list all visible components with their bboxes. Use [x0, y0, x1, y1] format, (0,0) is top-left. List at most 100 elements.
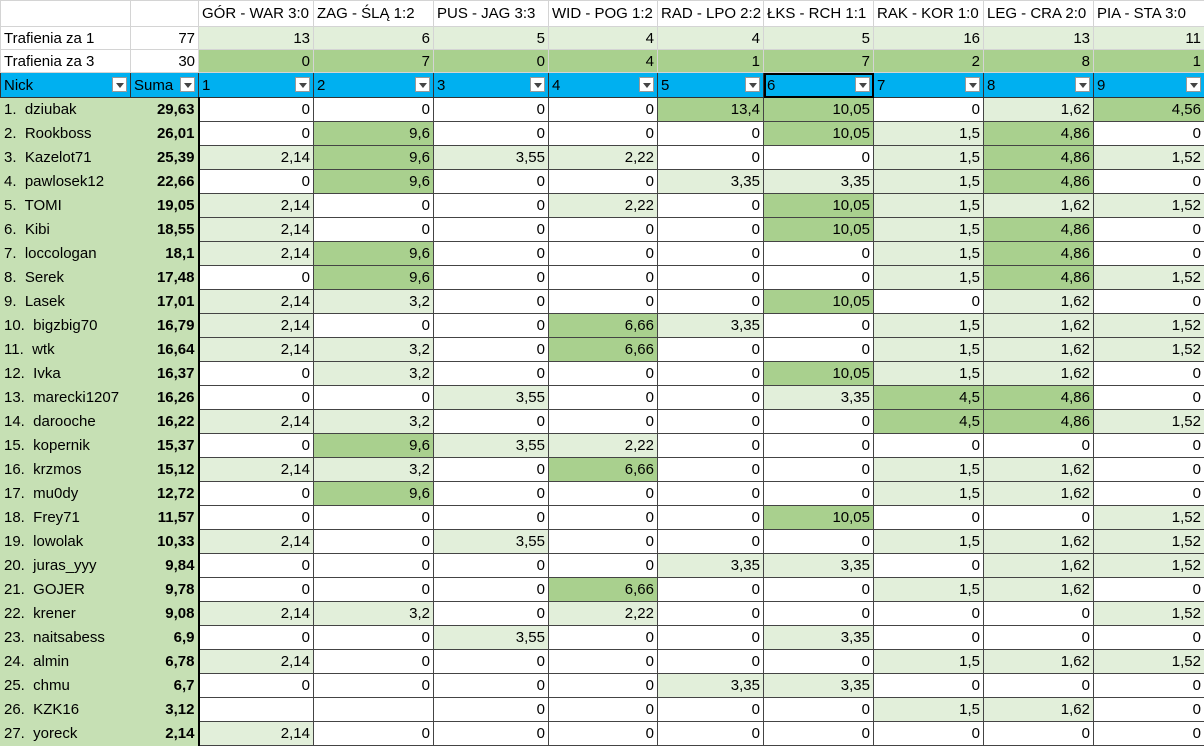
score-cell[interactable]: 0	[434, 410, 549, 434]
suma[interactable]: 22,66	[131, 170, 199, 194]
score-cell[interactable]: 0	[199, 386, 314, 410]
score-cell[interactable]: 0	[764, 434, 874, 458]
summary-value[interactable]: 5	[764, 27, 874, 50]
suma[interactable]: 26,01	[131, 122, 199, 146]
score-cell[interactable]: 0	[549, 626, 658, 650]
score-cell[interactable]: 0	[874, 554, 984, 578]
header-nick[interactable]: Nick	[1, 73, 131, 98]
score-cell[interactable]: 0	[314, 386, 434, 410]
score-cell[interactable]: 2,14	[199, 146, 314, 170]
score-cell[interactable]: 0	[549, 698, 658, 722]
score-cell[interactable]: 1,5	[874, 242, 984, 266]
score-cell[interactable]: 0	[764, 266, 874, 290]
score-cell[interactable]: 3,2	[314, 362, 434, 386]
summary-value[interactable]: 4	[549, 27, 658, 50]
score-cell[interactable]: 0	[764, 722, 874, 746]
filter-button[interactable]	[295, 77, 310, 92]
summary-value[interactable]: 11	[1094, 27, 1204, 50]
score-cell[interactable]: 3,2	[314, 458, 434, 482]
nick[interactable]: 11. wtk	[1, 338, 131, 362]
nick[interactable]: 27. yoreck	[1, 722, 131, 746]
score-cell[interactable]: 0	[549, 650, 658, 674]
score-cell[interactable]: 2,14	[199, 410, 314, 434]
score-cell[interactable]: 0	[1094, 170, 1204, 194]
score-cell[interactable]: 0	[658, 290, 764, 314]
score-cell[interactable]: 0	[434, 578, 549, 602]
score-cell[interactable]: 9,6	[314, 242, 434, 266]
filter-button[interactable]	[1075, 77, 1090, 92]
score-cell[interactable]: 3,2	[314, 410, 434, 434]
summary-label[interactable]: Trafienia za 3	[1, 50, 131, 73]
score-cell[interactable]: 0	[1094, 122, 1204, 146]
score-cell[interactable]: 0	[874, 722, 984, 746]
score-cell[interactable]: 0	[314, 722, 434, 746]
score-cell[interactable]: 0	[199, 266, 314, 290]
score-cell[interactable]: 0	[764, 482, 874, 506]
score-cell[interactable]: 4,86	[984, 266, 1094, 290]
score-cell[interactable]: 0	[434, 290, 549, 314]
score-cell[interactable]: 0	[314, 650, 434, 674]
score-cell[interactable]: 1,5	[874, 698, 984, 722]
score-cell[interactable]: 10,05	[764, 218, 874, 242]
empty-cell[interactable]	[1, 1, 131, 27]
score-cell[interactable]: 1,62	[984, 338, 1094, 362]
header-column[interactable]: 8	[984, 73, 1094, 98]
score-cell[interactable]: 3,35	[658, 314, 764, 338]
match-label[interactable]: PIA - STA 3:0	[1094, 1, 1204, 27]
suma[interactable]: 6,9	[131, 626, 199, 650]
suma[interactable]: 17,48	[131, 266, 199, 290]
score-cell[interactable]: 0	[199, 578, 314, 602]
score-cell[interactable]: 0	[658, 602, 764, 626]
score-cell[interactable]: 10,05	[764, 362, 874, 386]
score-cell[interactable]: 4,86	[984, 386, 1094, 410]
nick[interactable]: 2. Rookboss	[1, 122, 131, 146]
score-cell[interactable]: 4,86	[984, 146, 1094, 170]
score-cell[interactable]: 0	[658, 530, 764, 554]
score-cell[interactable]: 2,22	[549, 434, 658, 458]
score-cell[interactable]: 10,05	[764, 98, 874, 122]
score-cell[interactable]: 1,62	[984, 98, 1094, 122]
score-cell[interactable]: 0	[984, 674, 1094, 698]
score-cell[interactable]: 0	[549, 122, 658, 146]
score-cell[interactable]: 0	[434, 458, 549, 482]
summary-value[interactable]: 4	[549, 50, 658, 73]
score-cell[interactable]: 0	[658, 458, 764, 482]
score-cell[interactable]: 3,2	[314, 338, 434, 362]
score-cell[interactable]: 0	[658, 242, 764, 266]
score-cell[interactable]: 0	[199, 362, 314, 386]
summary-value[interactable]: 7	[314, 50, 434, 73]
score-cell[interactable]: 4,86	[984, 122, 1094, 146]
score-cell[interactable]: 9,6	[314, 146, 434, 170]
summary-value[interactable]: 13	[984, 27, 1094, 50]
score-cell[interactable]: 0	[549, 386, 658, 410]
suma[interactable]: 11,57	[131, 506, 199, 530]
suma[interactable]: 17,01	[131, 290, 199, 314]
score-cell[interactable]: 2,14	[199, 722, 314, 746]
nick[interactable]: 1. dziubak	[1, 98, 131, 122]
score-cell[interactable]: 0	[434, 122, 549, 146]
score-cell[interactable]: 0	[549, 266, 658, 290]
score-cell[interactable]: 0	[314, 578, 434, 602]
score-cell[interactable]: 1,62	[984, 290, 1094, 314]
score-cell[interactable]: 1,52	[1094, 410, 1204, 434]
score-cell[interactable]: 2,14	[199, 530, 314, 554]
summary-value[interactable]: 2	[874, 50, 984, 73]
score-cell[interactable]: 0	[984, 722, 1094, 746]
score-cell[interactable]: 2,14	[199, 338, 314, 362]
nick[interactable]: 3. Kazelot71	[1, 146, 131, 170]
summary-value[interactable]: 13	[199, 27, 314, 50]
score-cell[interactable]: 0	[658, 626, 764, 650]
score-cell[interactable]: 10,05	[764, 506, 874, 530]
summary-value[interactable]: 0	[434, 50, 549, 73]
nick[interactable]: 8. Serek	[1, 266, 131, 290]
nick[interactable]: 14. darooche	[1, 410, 131, 434]
header-column[interactable]: 2	[314, 73, 434, 98]
score-cell[interactable]: 0	[874, 626, 984, 650]
match-label[interactable]: PUS - JAG 3:3	[434, 1, 549, 27]
score-cell[interactable]: 4,56	[1094, 98, 1204, 122]
summary-value[interactable]: 4	[658, 27, 764, 50]
score-cell[interactable]: 0	[434, 362, 549, 386]
score-cell[interactable]: 1,5	[874, 122, 984, 146]
score-cell[interactable]: 4,86	[984, 242, 1094, 266]
filter-button[interactable]	[530, 77, 545, 92]
